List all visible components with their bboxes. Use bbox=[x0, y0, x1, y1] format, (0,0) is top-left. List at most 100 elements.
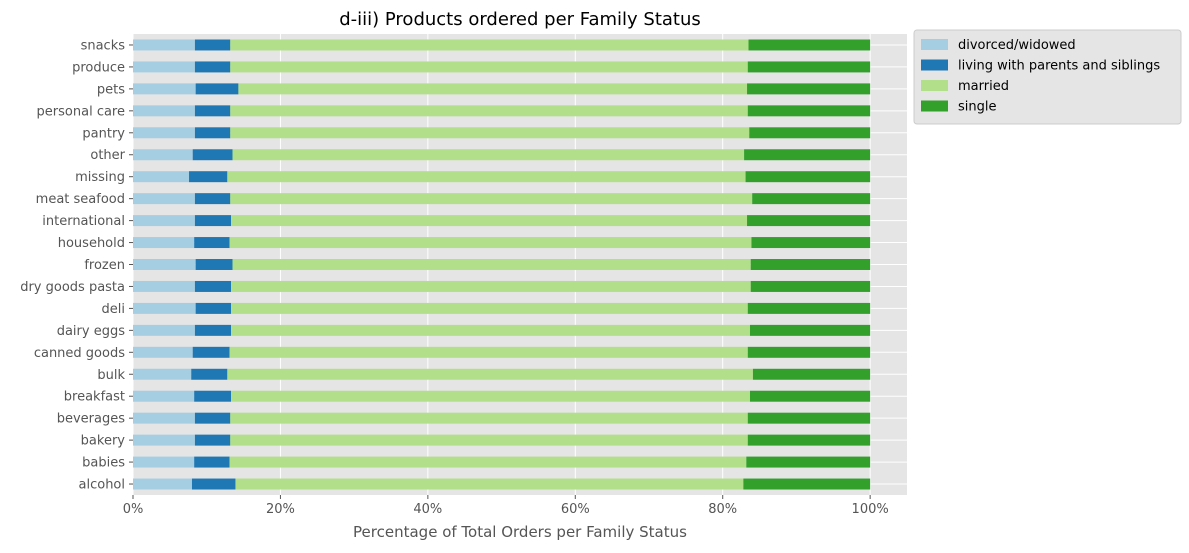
bar-segment bbox=[133, 83, 196, 95]
y-tick-label: alcohol bbox=[79, 478, 125, 493]
bar-segment bbox=[747, 412, 871, 424]
bar-segment bbox=[194, 61, 231, 73]
legend-label: single bbox=[958, 100, 997, 115]
bar-segment bbox=[232, 149, 745, 161]
bar-segment bbox=[232, 259, 751, 270]
bar-segment bbox=[747, 434, 871, 446]
y-tick-label: breakfast bbox=[64, 390, 125, 405]
bar-segment bbox=[227, 171, 746, 183]
legend-label: married bbox=[958, 79, 1009, 94]
bar-segment bbox=[194, 39, 231, 51]
bar-segment bbox=[749, 324, 871, 336]
bar-segment bbox=[189, 171, 228, 183]
legend-label: divorced/widowed bbox=[958, 38, 1076, 53]
x-tick-label: 0% bbox=[123, 502, 144, 517]
bar-segment bbox=[752, 368, 871, 380]
bar-segment bbox=[238, 83, 748, 95]
y-tick-label: deli bbox=[102, 302, 125, 317]
bar-segment bbox=[231, 390, 750, 402]
bar-segment bbox=[191, 368, 228, 380]
bar-segment bbox=[746, 456, 871, 468]
y-tick-label: babies bbox=[82, 456, 125, 471]
bar-segment bbox=[194, 105, 231, 117]
legend-swatch bbox=[921, 59, 948, 71]
bar-segment bbox=[747, 215, 871, 227]
bar-segment bbox=[195, 83, 239, 95]
bar-segment bbox=[749, 390, 871, 402]
bar-segment bbox=[192, 149, 233, 161]
bar-segment bbox=[230, 61, 748, 73]
y-tick-label: meat seafood bbox=[36, 192, 125, 207]
bar-segment bbox=[231, 324, 750, 336]
bar-segment bbox=[191, 478, 236, 490]
bar-segment bbox=[231, 302, 748, 314]
bar-segment bbox=[133, 478, 192, 490]
bar-segment bbox=[133, 390, 195, 402]
legend-box bbox=[913, 29, 1182, 125]
bar-segment bbox=[235, 478, 744, 490]
bar-segment bbox=[227, 368, 753, 380]
y-tick-label: frozen bbox=[84, 258, 125, 273]
y-tick-label: pantry bbox=[82, 126, 125, 141]
bar-segment bbox=[133, 171, 190, 183]
bar-segment bbox=[231, 280, 751, 292]
bar-segment bbox=[133, 149, 193, 161]
bar-segment bbox=[231, 215, 748, 227]
bar-segment bbox=[133, 302, 196, 314]
bar-segment bbox=[194, 434, 231, 446]
bar-segment bbox=[744, 149, 871, 161]
bar-segment bbox=[747, 302, 871, 314]
y-tick-label: produce bbox=[72, 60, 125, 75]
bar-segment bbox=[745, 171, 871, 183]
x-tick-label: 20% bbox=[266, 502, 295, 517]
bar-segment bbox=[195, 302, 232, 314]
y-tick-label: dry goods pasta bbox=[20, 280, 125, 295]
x-tick-label: 60% bbox=[561, 502, 590, 517]
bar-segment bbox=[133, 368, 192, 380]
bar-segment bbox=[194, 390, 232, 402]
bar-segment bbox=[133, 259, 196, 270]
bar-segment bbox=[133, 215, 195, 227]
bar-segment bbox=[752, 193, 871, 205]
bar-segment bbox=[230, 105, 748, 117]
y-tick-label: other bbox=[90, 148, 125, 163]
y-tick-label: bulk bbox=[97, 368, 125, 383]
bar-segment bbox=[133, 456, 195, 468]
bar-segment bbox=[133, 324, 195, 336]
bar-segment bbox=[133, 105, 195, 117]
bar-segment bbox=[195, 259, 233, 270]
legend-swatch bbox=[921, 39, 948, 50]
y-tick-labels: snacks produce pets personal care pantry othe… bbox=[20, 38, 133, 493]
bar-segment bbox=[133, 127, 195, 139]
bar-segment bbox=[229, 456, 747, 468]
bar-segment bbox=[230, 39, 749, 51]
bar-segment bbox=[749, 127, 871, 139]
y-tick-label: canned goods bbox=[34, 346, 125, 361]
legend-swatch bbox=[921, 100, 948, 112]
x-axis-label: Percentage of Total Orders per Family St… bbox=[353, 523, 687, 541]
bar-segment bbox=[194, 412, 231, 424]
y-tick-label: international bbox=[42, 214, 125, 229]
bar-segment bbox=[133, 434, 195, 446]
bar-segment bbox=[194, 193, 231, 205]
x-tick-label: 80% bbox=[708, 502, 737, 517]
x-tick-labels: 0% 20% 40% 60% 80% 100% bbox=[123, 495, 889, 517]
bar-segment bbox=[747, 105, 871, 117]
bar-segment bbox=[230, 434, 748, 446]
bar-segment bbox=[747, 346, 871, 358]
bar-segment bbox=[133, 280, 195, 292]
y-tick-label: missing bbox=[75, 170, 125, 185]
bars bbox=[133, 39, 871, 490]
y-tick-label: household bbox=[58, 236, 125, 251]
y-tick-label: personal care bbox=[37, 104, 125, 119]
bar-segment bbox=[194, 280, 232, 292]
y-tick-label: pets bbox=[97, 82, 125, 97]
y-tick-label: bakery bbox=[81, 434, 126, 449]
bar-segment bbox=[230, 412, 748, 424]
bar-segment bbox=[133, 412, 195, 424]
bar-segment bbox=[192, 346, 230, 358]
bar-segment bbox=[747, 83, 871, 95]
bar-segment bbox=[194, 127, 231, 139]
